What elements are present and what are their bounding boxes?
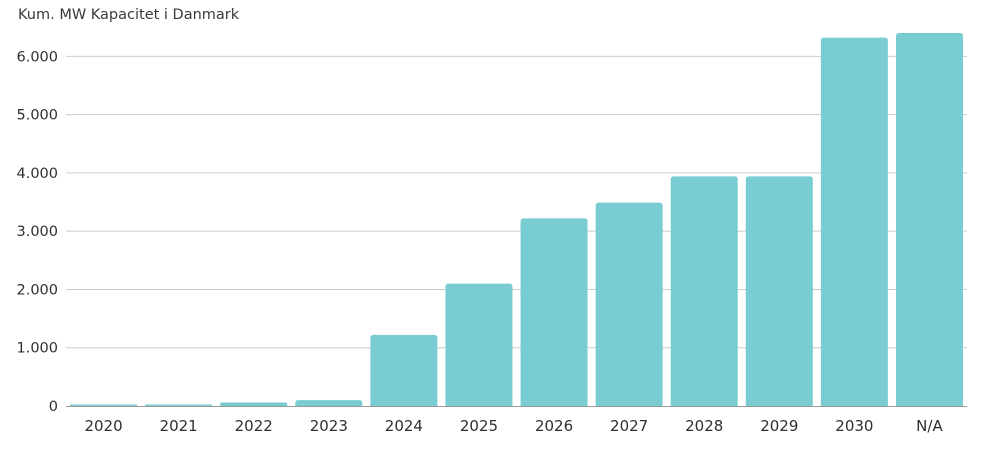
x-tick-label: 2026	[535, 417, 573, 435]
y-axis-ticks: 0 1.000 2.000 3.000 4.000 5.000 6.000	[16, 49, 58, 415]
x-tick-label: 2020	[84, 417, 122, 435]
y-tick-label: 3.000	[16, 224, 58, 240]
y-tick-label: 0	[49, 399, 58, 415]
bar-2029	[745, 176, 813, 406]
x-tick-label: 2025	[460, 417, 498, 435]
x-tick-label: 2030	[835, 417, 873, 435]
bar-na	[895, 33, 963, 406]
bar-2024	[370, 334, 438, 406]
x-tick-label: 2027	[610, 417, 648, 435]
x-tick-label: N/A	[916, 417, 943, 435]
y-tick-label: 4.000	[16, 166, 58, 182]
x-axis-ticks: 2020 2021 2022 2023 2024 2025 2026 2027 2028 2029…	[84, 417, 943, 435]
bar-2028	[670, 176, 738, 406]
bar-2030	[820, 37, 888, 406]
bar-2021	[145, 404, 213, 406]
bar-2022	[220, 402, 288, 406]
x-tick-label: 2023	[310, 417, 348, 435]
x-tick-label: 2029	[760, 417, 798, 435]
x-tick-label: 2021	[160, 417, 198, 435]
x-tick-label: 2024	[385, 417, 423, 435]
bar-2026	[520, 218, 588, 406]
y-tick-label: 1.000	[16, 341, 58, 357]
bars	[70, 33, 963, 406]
y-tick-label: 2.000	[16, 282, 58, 298]
x-tick-label: 2028	[685, 417, 723, 435]
y-tick-label: 5.000	[16, 108, 58, 124]
bar-2027	[595, 202, 663, 406]
grid-lines	[66, 55, 967, 349]
x-tick-label: 2022	[235, 417, 273, 435]
bar-2020	[70, 404, 138, 406]
y-tick-label: 6.000	[16, 49, 58, 65]
chart-subtitle: Kum. MW Kapacitet i Danmark	[18, 7, 240, 23]
bar-2025	[445, 283, 513, 406]
bar-2023	[295, 400, 363, 406]
